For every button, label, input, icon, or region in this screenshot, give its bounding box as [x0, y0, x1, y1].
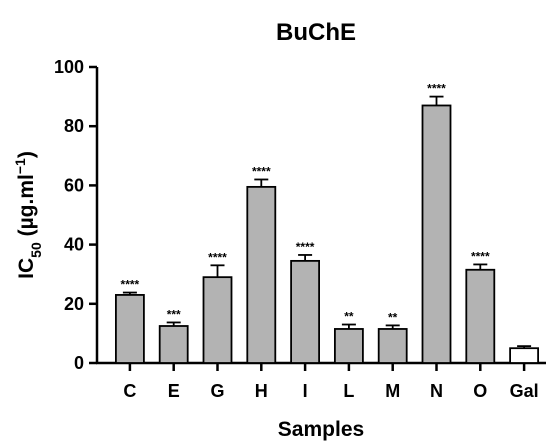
significance-label: ****: [296, 240, 315, 254]
significance-label: ****: [252, 164, 271, 178]
bar-m: [377, 328, 408, 364]
y-tick-label: 80: [64, 116, 84, 136]
y-tick-label: 40: [64, 235, 84, 255]
chart-title: BuChE: [276, 19, 356, 46]
bar-l: [333, 328, 364, 364]
significance-label: **: [344, 310, 354, 324]
bar-e: [158, 325, 189, 364]
bar-i: [290, 259, 321, 364]
y-axis-title: IC50 (µg.ml−1): [12, 151, 44, 279]
x-axis-title: Samples: [278, 418, 364, 441]
x-tick-label: M: [385, 381, 400, 401]
significance-label: ****: [427, 82, 446, 96]
y-tick-label: 0: [74, 353, 84, 373]
y-tick-label: 20: [64, 294, 84, 314]
x-tick-label: L: [343, 381, 354, 401]
significance-label: ****: [471, 249, 490, 263]
x-tick-label: G: [210, 381, 224, 401]
significance-label: **: [388, 310, 398, 324]
significance-label: ***: [167, 307, 181, 321]
x-tick-label: I: [303, 381, 308, 401]
x-tick-label: O: [473, 381, 487, 401]
x-tick-label: Gal: [510, 381, 539, 401]
y-tick-label: 100: [54, 57, 84, 77]
plot-area: 0 20 40 60 80 100 **** C *** E **** G **** H **** I ** L *…: [54, 57, 546, 401]
x-tick-label: H: [255, 381, 268, 401]
significance-label: ****: [121, 278, 140, 292]
x-tick-label: N: [430, 381, 443, 401]
bar-o: [465, 268, 496, 364]
bar-n: [421, 104, 452, 364]
bar-h: [246, 185, 277, 364]
bar-gal: [509, 347, 540, 364]
x-tick-label: C: [123, 381, 136, 401]
bar-g: [202, 276, 233, 364]
significance-label: ****: [208, 250, 227, 264]
x-tick-label: E: [168, 381, 180, 401]
y-tick-label: 60: [64, 175, 84, 195]
bar-c: [115, 294, 145, 364]
